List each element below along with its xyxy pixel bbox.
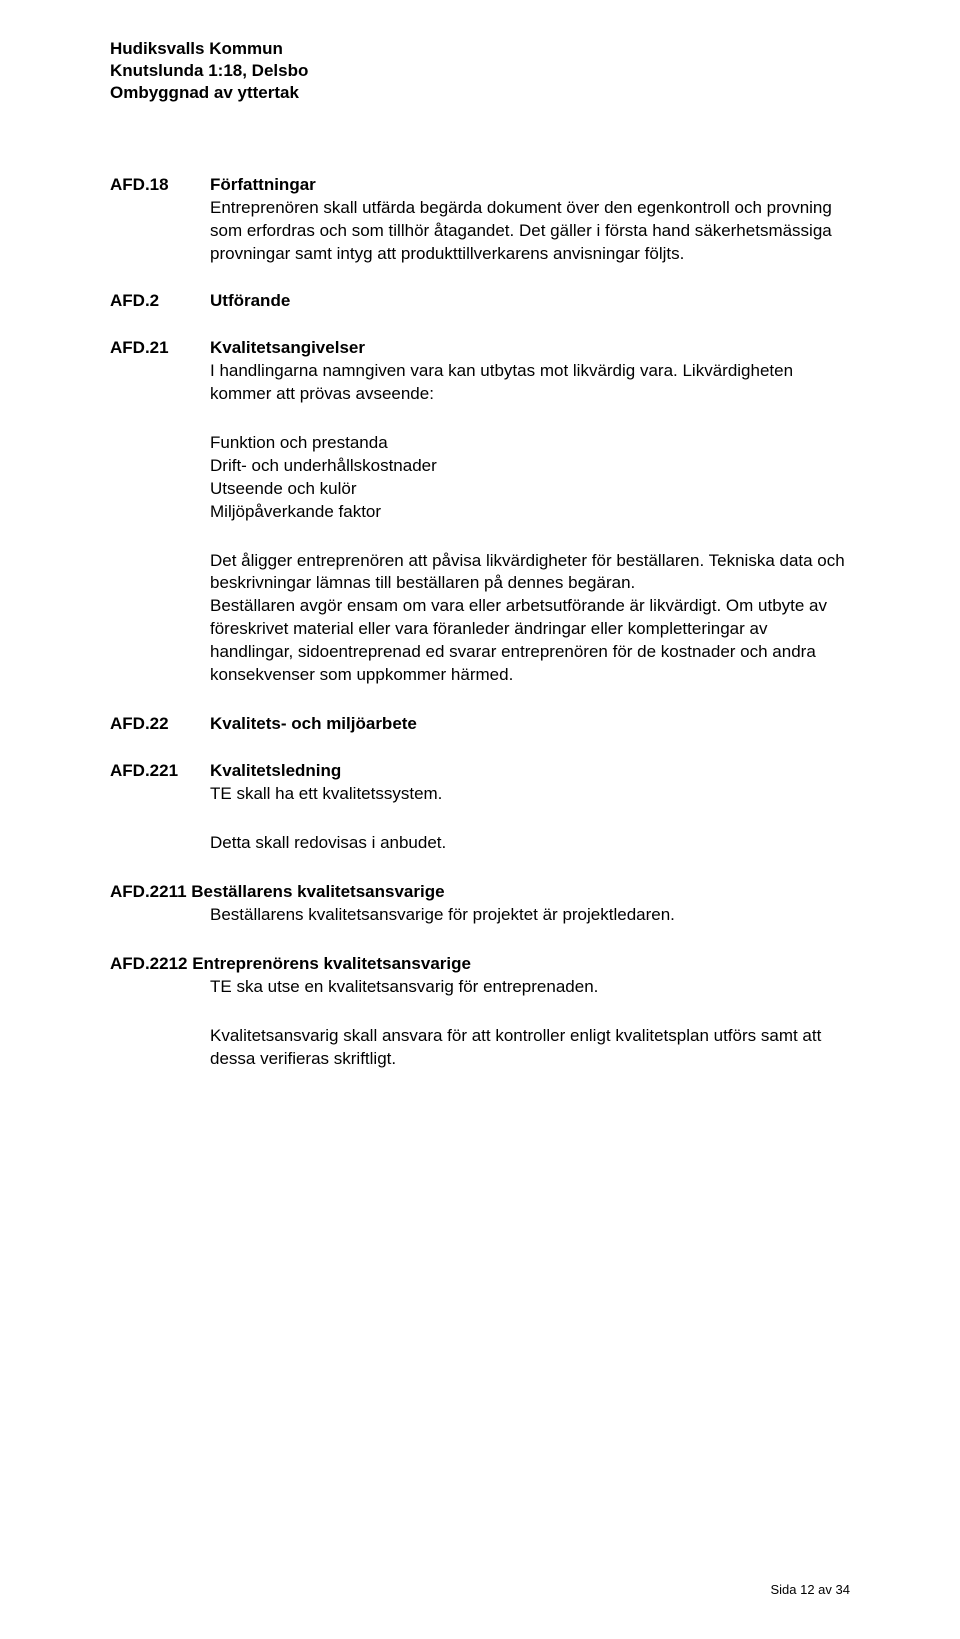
afd221-para2: Detta skall redovisas i anbudet. <box>210 832 850 855</box>
paragraph-text: Beställaren avgör ensam om vara eller ar… <box>210 595 850 687</box>
page-footer: Sida 12 av 34 <box>770 1581 850 1599</box>
section-title: Entreprenörens kvalitetsansvarige <box>192 954 471 973</box>
section-content: Utförande <box>210 290 850 313</box>
section-code: AFD.221 <box>110 760 210 806</box>
section-afd2: AFD.2 Utförande <box>110 290 850 313</box>
section-code: AFD.2211 <box>110 882 187 901</box>
section-content: Kvalitets- och miljöarbete <box>210 713 850 736</box>
section-heading: AFD.2212 Entreprenörens kvalitetsansvari… <box>110 953 850 976</box>
section-title: Författningar <box>210 174 850 197</box>
section-title: Kvalitets- och miljöarbete <box>210 713 850 736</box>
section-code: AFD.2 <box>110 290 210 313</box>
section-title: Utförande <box>210 290 850 313</box>
afd21-list: Funktion och prestanda Drift- och underh… <box>210 432 850 524</box>
section-body: TE ska utse en kvalitetsansvarig för ent… <box>210 976 850 999</box>
section-body: I handlingarna namngiven vara kan utbyta… <box>210 360 850 406</box>
section-afd22: AFD.22 Kvalitets- och miljöarbete <box>110 713 850 736</box>
list-item: Miljöpåverkande faktor <box>210 501 850 524</box>
document-header: Hudiksvalls Kommun Knutslunda 1:18, Dels… <box>110 38 850 104</box>
afd21-para3: Beställaren avgör ensam om vara eller ar… <box>210 595 850 687</box>
list-item: Funktion och prestanda <box>210 432 850 455</box>
document-page: Hudiksvalls Kommun Knutslunda 1:18, Dels… <box>0 0 960 1639</box>
header-line-1: Hudiksvalls Kommun <box>110 38 850 60</box>
header-line-2: Knutslunda 1:18, Delsbo <box>110 60 850 82</box>
list-item: Utseende och kulör <box>210 478 850 501</box>
section-content: Kvalitetsledning TE skall ha ett kvalite… <box>210 760 850 806</box>
section-content: Författningar Entreprenören skall utfärd… <box>210 174 850 266</box>
section-body: Beställarens kvalitetsansvarige för proj… <box>210 904 850 927</box>
section-heading: AFD.2211 Beställarens kvalitetsansvarige <box>110 881 850 904</box>
paragraph-text: Detta skall redovisas i anbudet. <box>210 832 850 855</box>
section-code: AFD.22 <box>110 713 210 736</box>
section-body-2: Kvalitetsansvarig skall ansvara för att … <box>210 1025 850 1071</box>
list-item: Drift- och underhållskostnader <box>210 455 850 478</box>
section-afd18: AFD.18 Författningar Entreprenören skall… <box>110 174 850 266</box>
section-title: Kvalitetsangivelser <box>210 337 850 360</box>
afd21-para2: Det åligger entreprenören att påvisa lik… <box>210 550 850 596</box>
section-body: TE skall ha ett kvalitetssystem. <box>210 783 850 806</box>
header-line-3: Ombyggnad av yttertak <box>110 82 850 104</box>
section-content: Kvalitetsangivelser I handlingarna namng… <box>210 337 850 406</box>
section-code: AFD.21 <box>110 337 210 406</box>
section-title: Kvalitetsledning <box>210 760 850 783</box>
paragraph-text: Det åligger entreprenören att påvisa lik… <box>210 550 850 596</box>
section-afd221: AFD.221 Kvalitetsledning TE skall ha ett… <box>110 760 850 806</box>
section-afd2212: AFD.2212 Entreprenörens kvalitetsansvari… <box>110 953 850 1071</box>
section-code: AFD.2212 <box>110 954 187 973</box>
section-afd2211: AFD.2211 Beställarens kvalitetsansvarige… <box>110 881 850 927</box>
section-afd21: AFD.21 Kvalitetsangivelser I handlingarn… <box>110 337 850 406</box>
section-title: Beställarens kvalitetsansvarige <box>191 882 444 901</box>
section-code: AFD.18 <box>110 174 210 266</box>
section-body: Entreprenören skall utfärda begärda doku… <box>210 197 850 266</box>
